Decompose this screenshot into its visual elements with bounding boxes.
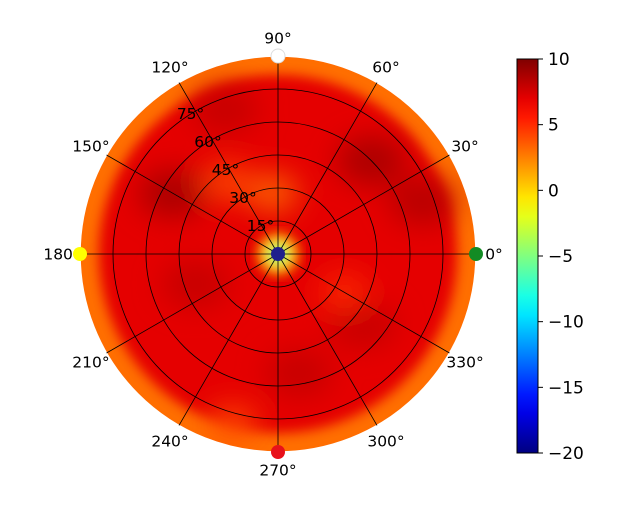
radial-tick-label: 30° [229,189,256,207]
colorbar-tick-label: 10 [548,50,570,70]
angle-tick-label: 120° [151,58,188,76]
angle-tick-label: 300° [367,433,404,451]
heat-cool-spot [246,172,299,213]
heat-blobs [139,85,457,445]
colorbar-tick-label: −5 [548,247,573,267]
angle-grid-line [277,253,450,354]
point-marker [271,445,285,459]
heat-hot-spot [265,349,334,398]
angle-tick-labels: 0° 30° 60° 90° 120° 150° 180° 210° 240° 270° 300° 3… [43,30,502,480]
angle-tick-label: 180° [43,246,80,264]
heat-hot-spot [191,85,260,134]
radial-tick-label: 45° [212,161,239,179]
angle-grid-line [106,154,279,255]
heat-hot-spot [161,260,230,309]
angle-grid-line [277,253,378,426]
colorbar: 10 5 0 −5 −10 −15 −20 [516,50,584,464]
radial-tick-label: 60° [194,133,221,151]
angle-tick-label: 270° [259,462,296,480]
angle-grid-line [106,253,279,354]
angle-tick-label: 90° [264,30,291,48]
radial-tick-label: 15° [247,217,274,235]
colorbar-tick-label: −15 [548,378,584,398]
angle-grid-line [277,82,378,255]
point-marker [73,247,87,261]
angle-tick-label: 210° [72,354,109,372]
heat-cool-spot [201,161,254,202]
point-marker [271,247,285,261]
radial-tick-labels: 15° 30° 45° 60° 75° [177,105,274,235]
angle-tick-label: 240° [151,433,188,451]
angle-grid-line [178,253,279,426]
angle-tick-label: 150° [72,138,109,156]
colorbar-tick-label: 0 [548,181,559,201]
angle-grid-line [277,154,450,255]
angle-tick-label: 30° [451,138,478,156]
radial-tick-label: 75° [177,105,204,123]
point-marker [270,48,286,64]
heat-hot-spot [388,177,457,226]
angle-tick-label: 60° [372,58,399,76]
colorbar-tick-label: 5 [548,116,559,136]
angle-tick-label: 330° [446,354,483,372]
colorbar-tick-label: −20 [548,444,584,464]
colorbar-tick-label: −10 [548,313,584,333]
angle-tick-label: 0° [485,246,503,264]
heat-cool-spot [206,404,259,445]
colorbar-ticks: 10 5 0 −5 −10 −15 −20 [538,50,584,464]
colorbar-gradient [516,58,539,454]
point-markers [73,48,483,459]
point-marker [469,247,483,261]
angle-grid-line [178,82,279,255]
